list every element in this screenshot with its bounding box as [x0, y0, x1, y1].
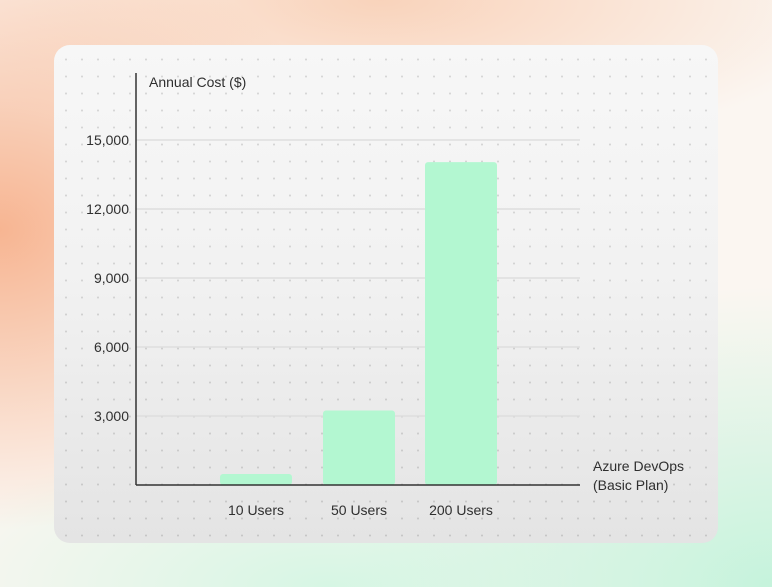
legend-label-line-2: (Basic Plan): [593, 477, 668, 493]
y-tick-label: 3,000: [94, 408, 129, 424]
x-category-label: 200 Users: [429, 502, 493, 518]
bar: [220, 473, 292, 485]
bar: [425, 162, 497, 485]
gridlines: [136, 139, 580, 417]
bars: [220, 162, 497, 485]
y-tick-labels: 3,000 6,000 9,000 12,000 15,000: [86, 132, 129, 424]
y-tick-label: 6,000: [94, 339, 129, 355]
y-tick-label: 15,000: [86, 132, 129, 148]
chart-card: 3,000 6,000 9,000 12,000 15,000 10 Users 50 U…: [54, 45, 718, 543]
bar: [323, 410, 395, 485]
axes: [135, 73, 580, 486]
bar-chart: 3,000 6,000 9,000 12,000 15,000 10 Users 50 U…: [86, 73, 688, 518]
y-tick-label: 9,000: [94, 270, 129, 286]
legend-label-line-1: Azure DevOps: [593, 458, 684, 474]
category-labels: 10 Users 50 Users 200 Users: [228, 502, 493, 518]
legend-label: Azure DevOps (Basic Plan): [593, 458, 688, 493]
y-axis-label: Annual Cost ($): [149, 74, 246, 90]
x-category-label: 50 Users: [331, 502, 387, 518]
y-tick-label: 12,000: [86, 201, 129, 217]
x-category-label: 10 Users: [228, 502, 284, 518]
